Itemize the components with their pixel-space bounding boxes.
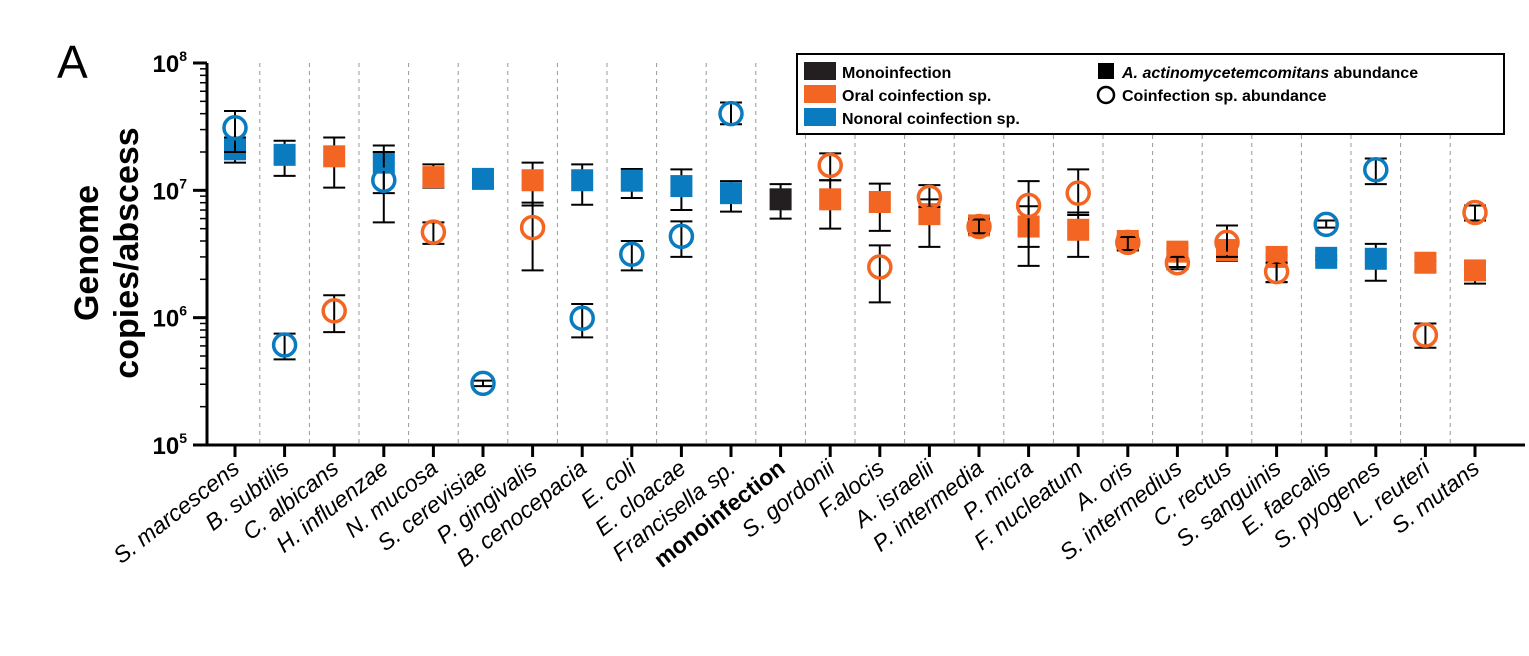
coinfection-abundance-circle bbox=[916, 184, 943, 211]
coinfection-abundance-circle bbox=[321, 298, 347, 324]
x-axis bbox=[207, 443, 1525, 457]
y-tick-label: 106 bbox=[153, 303, 188, 333]
coinfection-abundance-circle bbox=[222, 115, 248, 141]
y-tick-base: 10 bbox=[153, 178, 180, 205]
circle-error-bar bbox=[521, 201, 544, 272]
circle-error-bar bbox=[571, 303, 594, 339]
y-tick-label: 105 bbox=[153, 430, 188, 460]
legend-circle-marker bbox=[1096, 85, 1116, 105]
aa-abundance-square bbox=[1414, 251, 1437, 274]
coinfection-abundance-circle bbox=[817, 152, 843, 179]
y-tick-label: 107 bbox=[153, 175, 188, 205]
y-tick-label: 108 bbox=[153, 48, 188, 78]
coinfection-abundance-circle bbox=[718, 100, 744, 127]
legend-swatch-monoinfection bbox=[804, 62, 836, 80]
aa-abundance-square bbox=[868, 190, 891, 213]
aa-abundance-square bbox=[670, 175, 693, 198]
aa-abundance-square bbox=[422, 166, 445, 189]
y-tick-base: 10 bbox=[153, 306, 180, 333]
coinfection-abundance-circle bbox=[519, 214, 546, 241]
aa-abundance-square bbox=[571, 169, 594, 192]
coinfection-abundance-circle bbox=[867, 254, 893, 280]
circle-error-bar bbox=[472, 379, 494, 388]
y-tick-exponent: 5 bbox=[179, 430, 187, 446]
aa-abundance-square bbox=[1464, 259, 1486, 282]
circle-error-bar bbox=[1067, 168, 1090, 217]
circle-error-bar bbox=[372, 151, 395, 224]
legend: Monoinfection Oral coinfection sp. Nonor… bbox=[796, 53, 1505, 135]
coinfection-abundance-circle bbox=[1462, 199, 1488, 226]
coinfection-abundance-circle bbox=[271, 332, 298, 358]
coinfection-abundance-circle bbox=[1412, 322, 1439, 348]
legend-label-square: A. actinomycetemcomitans abundance bbox=[1121, 65, 1418, 82]
coinfection-abundance-circle bbox=[1214, 229, 1240, 256]
coinfection-abundance-circle bbox=[1363, 157, 1389, 183]
coinfection-abundance-circle bbox=[420, 219, 447, 245]
coinfection-abundance-circle bbox=[1313, 211, 1339, 238]
coinfection-abundance-circle bbox=[371, 167, 397, 194]
legend-label-circle: Coinfection sp. abundance bbox=[1122, 88, 1327, 105]
y-tick-exponent: 7 bbox=[179, 175, 187, 191]
circle-error-bar bbox=[1017, 180, 1040, 248]
legend-square-marker bbox=[1098, 63, 1114, 79]
circle-error-bar bbox=[670, 220, 693, 258]
legend-swatch-oral bbox=[804, 85, 836, 103]
aa-abundance-square bbox=[273, 143, 296, 166]
aa-abundance-square bbox=[1315, 246, 1338, 269]
data-marks bbox=[222, 100, 1488, 397]
coinfection-abundance-circle bbox=[470, 370, 496, 397]
y-tick-base: 10 bbox=[153, 433, 180, 460]
y-axis-title: Genome copies/abscess bbox=[68, 127, 146, 378]
aa-abundance-square bbox=[769, 188, 792, 211]
coinfection-abundance-circle bbox=[569, 305, 595, 331]
y-axis-title-line-2: copies/abscess bbox=[108, 127, 146, 378]
y-tick-exponent: 8 bbox=[179, 48, 187, 64]
coinfection-abundance-circle bbox=[1263, 258, 1290, 285]
aa-abundance-square bbox=[1067, 218, 1090, 241]
aa-abundance-square bbox=[620, 169, 643, 192]
coinfection-abundance-circle bbox=[1115, 229, 1141, 256]
aa-abundance-square bbox=[819, 188, 842, 211]
legend-label-oral: Oral coinfection sp. bbox=[842, 88, 991, 105]
y-tick-base: 10 bbox=[153, 51, 180, 78]
y-tick-exponent: 6 bbox=[179, 303, 187, 319]
aa-abundance-square bbox=[521, 169, 544, 192]
legend-swatch-nonoral bbox=[804, 108, 836, 126]
aa-abundance-square bbox=[720, 182, 742, 205]
coinfection-abundance-circle bbox=[1015, 192, 1042, 219]
legend-frame bbox=[796, 53, 1505, 135]
aa-abundance-square bbox=[323, 145, 346, 168]
aa-abundance-square bbox=[1364, 247, 1387, 270]
coinfection-abundance-circle bbox=[668, 223, 695, 250]
aa-abundance-square bbox=[472, 167, 494, 190]
legend-label-monoinfection: Monoinfection bbox=[842, 65, 951, 82]
coinfection-abundance-circle bbox=[1065, 180, 1091, 206]
coinfection-abundance-circle bbox=[966, 213, 992, 240]
coinfection-abundance-circle bbox=[1164, 249, 1191, 276]
panel-label: A bbox=[57, 36, 88, 88]
y-axis-title-line-1: Genome bbox=[68, 185, 106, 321]
circle-error-bar bbox=[1315, 219, 1338, 229]
legend-label-nonoral: Nonoral coinfection sp. bbox=[842, 111, 1020, 128]
coinfection-abundance-circle bbox=[619, 241, 645, 267]
